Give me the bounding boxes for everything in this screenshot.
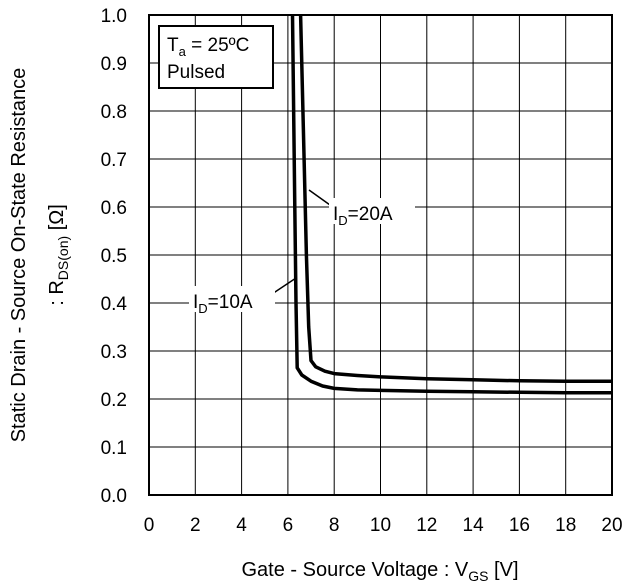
plot-frame bbox=[148, 14, 613, 496]
x-axis-label: Gate - Source Voltage : VGS [V] bbox=[241, 559, 518, 584]
y-tick-label: 0.4 bbox=[101, 294, 128, 315]
y-tick-label: 0.2 bbox=[101, 390, 127, 411]
annotation-id-20a: ID=20A bbox=[308, 189, 415, 228]
x-tick-label: 10 bbox=[370, 515, 391, 536]
grid bbox=[149, 15, 612, 495]
condition-box bbox=[158, 25, 274, 89]
y-tick-label: 1.0 bbox=[101, 6, 127, 27]
annotation-id-10a: ID=10A bbox=[189, 277, 297, 316]
y-tick-label: 0.0 bbox=[101, 486, 127, 507]
x-tick-label: 16 bbox=[509, 515, 530, 536]
x-tick-label: 0 bbox=[144, 515, 155, 536]
x-tick-label: 6 bbox=[283, 515, 294, 536]
y-tick-label: 0.5 bbox=[101, 246, 127, 267]
y-axis-label-line1: Static Drain - Source On-State Resistanc… bbox=[8, 68, 30, 443]
y-tick-label: 0.6 bbox=[101, 198, 127, 219]
series-lines bbox=[290, 14, 612, 395]
series-label-20a: ID=20A bbox=[333, 204, 393, 228]
y-tick-labels: 0.0 0.1 0.2 0.3 0.4 0.5 0.6 0.7 0.8 0.9 1.0 bbox=[101, 6, 128, 507]
y-tick-label: 0.7 bbox=[101, 150, 127, 171]
condition-temperature: Ta = 25ºC bbox=[167, 35, 249, 59]
y-tick-label: 0.9 bbox=[101, 54, 127, 75]
x-tick-label: 4 bbox=[236, 515, 247, 536]
x-tick-label: 18 bbox=[555, 515, 576, 536]
x-tick-labels: 0 2 4 6 8 10 12 14 16 18 20 bbox=[144, 515, 623, 536]
y-tick-label: 0.1 bbox=[101, 438, 127, 459]
x-tick-label: 14 bbox=[463, 515, 485, 536]
series-line-20a bbox=[298, 14, 612, 383]
y-tick-label: 0.8 bbox=[101, 102, 127, 123]
x-tick-label: 12 bbox=[416, 515, 437, 536]
series-line-10a bbox=[290, 14, 612, 395]
y-tick-label: 0.3 bbox=[101, 342, 127, 363]
x-tick-label: 20 bbox=[601, 515, 622, 536]
series-label-10a: ID=10A bbox=[193, 292, 253, 316]
x-tick-label: 8 bbox=[329, 515, 340, 536]
condition-pulsed: Pulsed bbox=[167, 62, 225, 83]
y-axis-label-line2: : RDS(on) [Ω] bbox=[46, 204, 71, 306]
x-tick-label: 2 bbox=[190, 515, 201, 536]
